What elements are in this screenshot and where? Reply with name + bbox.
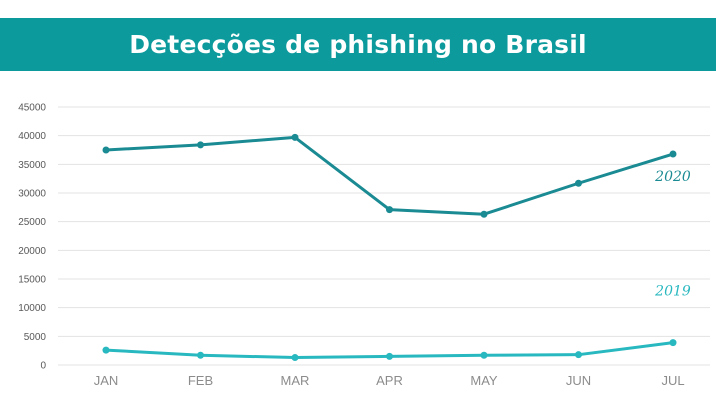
y-tick-label: 15000: [18, 275, 46, 286]
x-axis-ticks: JAN FEB MAR APR MAY JUN JUL: [94, 373, 685, 388]
data-point-2020: [669, 150, 677, 158]
gridlines: [58, 106, 710, 366]
title-banner: Detecções de phishing no Brasil: [0, 18, 716, 71]
data-point-2020: [197, 141, 204, 149]
data-point-2020: [102, 146, 110, 154]
series-label-2019: 2019: [654, 284, 691, 300]
y-tick-label: 45000: [18, 103, 46, 114]
y-tick-label: 30000: [18, 189, 46, 200]
y-tick-label: 10000: [18, 303, 46, 314]
y-tick-label: 0: [40, 361, 46, 372]
series-labels: 2020 2019: [654, 169, 691, 300]
x-tick-label: APR: [376, 373, 403, 388]
data-point-2019: [575, 351, 582, 359]
data-point-2019: [291, 354, 299, 362]
series-line-2020: [104, 135, 675, 216]
y-axis-ticks: 0 5000 10000 15000 20000 25000 30000 35000 40000…: [18, 103, 46, 372]
chart-title: Detecções de phishing no Brasil: [129, 30, 587, 59]
series-label-2020: 2020: [654, 169, 691, 185]
data-point-2020: [291, 133, 299, 141]
y-tick-label: 20000: [18, 246, 46, 257]
series-lines: [102, 133, 677, 362]
x-tick-label: MAR: [281, 373, 310, 388]
x-tick-label: FEB: [188, 373, 213, 388]
x-tick-label: JUL: [661, 373, 684, 388]
data-point-2020: [480, 210, 488, 218]
data-point-2019: [480, 351, 488, 359]
data-point-2019: [386, 352, 393, 360]
data-point-2020: [386, 206, 393, 214]
data-point-2020: [575, 179, 582, 187]
y-tick-label: 5000: [24, 332, 47, 343]
y-tick-label: 35000: [18, 160, 46, 171]
data-point-2019: [669, 339, 677, 347]
y-tick-label: 40000: [18, 131, 46, 142]
data-point-2019: [197, 351, 204, 359]
data-point-2019: [102, 346, 110, 354]
x-tick-label: MAY: [470, 373, 498, 388]
x-tick-label: JAN: [94, 373, 119, 388]
x-tick-label: JUN: [566, 373, 591, 388]
y-tick-label: 25000: [18, 217, 46, 228]
